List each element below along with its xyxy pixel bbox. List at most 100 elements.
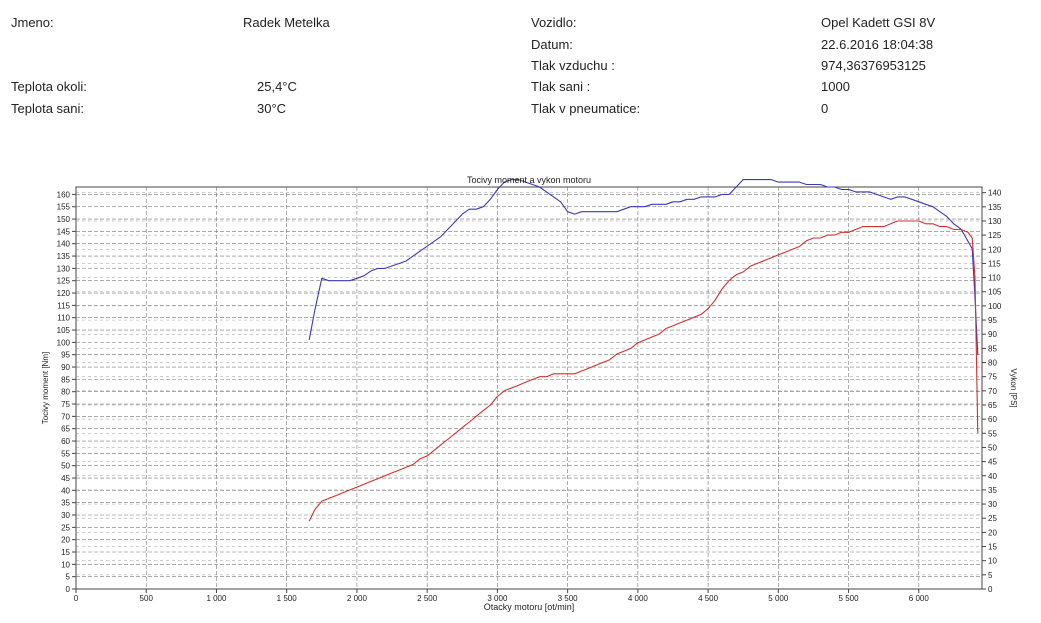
y2-tick-label: 80	[988, 359, 997, 368]
x-axis-label: Otacky motoru [ot/min]	[484, 602, 575, 612]
y2-tick-label: 90	[988, 330, 997, 339]
value-teplota-okoli: 25,4°C	[257, 79, 297, 94]
y2-tick-label: 45	[988, 458, 997, 467]
x-tick-label: 2 000	[347, 594, 368, 603]
y-tick-label: 50	[61, 462, 70, 471]
y2-tick-label: 0	[988, 585, 993, 594]
y-tick-label: 60	[61, 437, 70, 446]
y2-tick-label: 15	[988, 543, 997, 552]
y2-tick-label: 75	[988, 373, 997, 382]
y2-tick-label: 20	[988, 528, 997, 537]
x-tick-label: 2 500	[417, 594, 438, 603]
value-tlak-sani: 1000	[821, 79, 850, 94]
y2-tick-label: 60	[988, 415, 997, 424]
label-jmeno: Jmeno:	[11, 15, 54, 30]
label-datum: Datum:	[531, 37, 573, 52]
y2-tick-label: 30	[988, 500, 997, 509]
x-tick-label: 6 000	[909, 594, 930, 603]
y-tick-label: 125	[57, 277, 71, 286]
x-tick-label: 1 500	[277, 594, 298, 603]
y-tick-label: 100	[57, 338, 71, 347]
label-vozidlo: Vozidlo:	[531, 15, 577, 30]
y-tick-label: 75	[61, 400, 70, 409]
y-tick-label: 135	[57, 252, 71, 261]
value-jmeno: Radek Metelka	[243, 15, 330, 30]
y-tick-label: 145	[57, 227, 71, 236]
x-tick-label: 5 500	[839, 594, 860, 603]
y2-tick-label: 115	[988, 259, 1001, 268]
y-tick-label: 150	[57, 215, 71, 224]
y-tick-label: 15	[61, 548, 70, 557]
y-tick-label: 105	[57, 326, 71, 335]
value-tlak-pneumatice: 0	[821, 101, 829, 116]
power-curve-line	[308, 220, 979, 522]
y-tick-label: 55	[61, 449, 70, 458]
y2-tick-label: 110	[988, 274, 1001, 283]
value-tlak-vzduchu: 974,36376953125	[821, 58, 926, 73]
value-teplota-sani: 30°C	[257, 101, 287, 116]
y-axis-label: Tocivy moment [Nm]	[41, 352, 50, 424]
y-tick-label: 110	[57, 314, 70, 323]
y-tick-label: 120	[57, 289, 71, 298]
y-tick-label: 140	[57, 240, 71, 249]
y-tick-label: 45	[61, 474, 70, 483]
label-tlak-pneumatice: Tlak v pneumatice:	[531, 101, 641, 116]
chart-title: Tocivy moment a vykon motoru	[467, 175, 591, 185]
value-datum: 22.6.2016 18:04:38	[821, 37, 934, 52]
y2-tick-label: 135	[988, 203, 1002, 212]
y-tick-label: 155	[57, 203, 71, 212]
chart-series	[308, 179, 979, 522]
value-vozidlo: Opel Kadett GSI 8V	[821, 15, 936, 30]
x-tick-label: 5 000	[768, 594, 789, 603]
y2-tick-label: 100	[988, 302, 1002, 311]
y2-tick-label: 105	[988, 288, 1002, 297]
y-tick-label: 95	[61, 351, 70, 360]
y-axis-right: 0 5 10 15 20 25 30 35 40 45 50 55 60 65 70 75 80 85 90 95 10…	[982, 189, 1002, 594]
x-axis: 0 500 1 000 1 500 2 000 2 500 3 000 3 500 4 000 4…	[74, 589, 930, 603]
y2-tick-label: 130	[988, 217, 1002, 226]
y-tick-label: 80	[61, 388, 70, 397]
x-tick-label: 1 000	[206, 594, 227, 603]
y-tick-label: 160	[57, 190, 71, 199]
x-tick-label: 0	[74, 594, 79, 603]
y2-tick-label: 140	[988, 189, 1002, 198]
y2-tick-label: 125	[988, 231, 1002, 240]
y-tick-label: 20	[61, 536, 70, 545]
y2-axis-label: Vykon [PS]	[1009, 368, 1018, 407]
torque-curve-line	[308, 179, 979, 355]
y-tick-label: 35	[61, 499, 70, 508]
y2-tick-label: 35	[988, 486, 997, 495]
y2-tick-label: 85	[988, 344, 997, 353]
y-tick-label: 130	[57, 264, 71, 273]
y-tick-label: 30	[61, 511, 70, 520]
y2-tick-label: 55	[988, 429, 997, 438]
y2-tick-label: 10	[988, 557, 997, 566]
label-tlak-sani: Tlak sani :	[531, 79, 591, 94]
x-tick-label: 3 500	[558, 594, 579, 603]
y-tick-label: 65	[61, 425, 70, 434]
y-tick-label: 90	[61, 363, 70, 372]
label-teplota-okoli: Teplota okoli:	[11, 79, 87, 94]
x-tick-label: 4 500	[698, 594, 719, 603]
y-tick-label: 25	[61, 523, 70, 532]
y-axis-left: 0 5 10 15 20 25 30 35 40 45 50 55 60 65 70 75 80 85 90 95 10…	[57, 190, 76, 594]
y2-tick-label: 120	[988, 245, 1002, 254]
label-tlak-vzduchu: Tlak vzduchu :	[531, 58, 615, 73]
y2-tick-label: 40	[988, 472, 997, 481]
x-tick-label: 4 000	[628, 594, 649, 603]
y-tick-label: 115	[57, 301, 70, 310]
y-tick-label: 5	[66, 573, 71, 582]
y2-tick-label: 65	[988, 401, 997, 410]
x-tick-label: 500	[140, 594, 154, 603]
plot-frame	[75, 186, 983, 590]
y-tick-label: 85	[61, 375, 70, 384]
chart-grid	[76, 187, 982, 589]
x-tick-label: 3 000	[487, 594, 508, 603]
y2-tick-label: 25	[988, 514, 997, 523]
label-teplota-sani: Teplota sani:	[11, 101, 84, 116]
y2-tick-label: 5	[988, 571, 993, 580]
y-tick-label: 70	[61, 412, 70, 421]
y-tick-label: 40	[61, 486, 70, 495]
y2-tick-label: 50	[988, 443, 997, 452]
